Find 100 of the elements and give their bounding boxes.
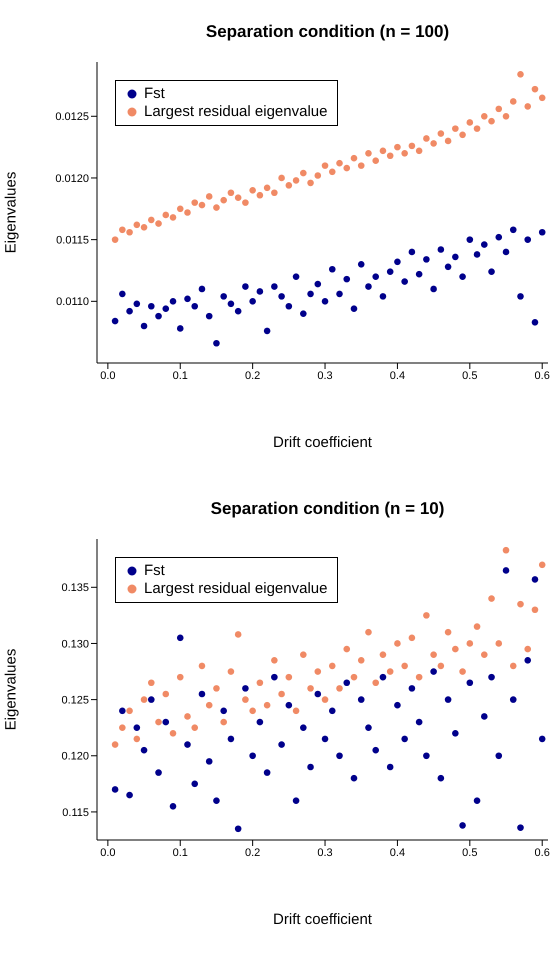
- point: [430, 651, 437, 658]
- point: [459, 668, 466, 675]
- point: [524, 236, 532, 243]
- point: [119, 290, 126, 298]
- point: [314, 668, 322, 675]
- point: [184, 296, 191, 302]
- point: [336, 290, 343, 298]
- point: [524, 657, 532, 664]
- point: [242, 199, 249, 206]
- point: [242, 283, 249, 290]
- point: [119, 226, 126, 234]
- point: [408, 634, 416, 642]
- x-tick-label: 0.0: [100, 846, 116, 859]
- point: [322, 162, 328, 169]
- point: [430, 286, 437, 292]
- point: [256, 718, 264, 726]
- point: [162, 305, 170, 312]
- point: [502, 567, 510, 574]
- point: [394, 144, 401, 150]
- point: [510, 662, 517, 670]
- point: [307, 764, 314, 770]
- point: [322, 696, 328, 703]
- point: [394, 702, 401, 709]
- point: [292, 708, 300, 714]
- point: [365, 150, 372, 157]
- point: [538, 94, 546, 102]
- point: [488, 268, 495, 276]
- point: [480, 651, 488, 658]
- point: [140, 696, 148, 703]
- legend-label: Largest residual eigenvalue: [144, 103, 328, 121]
- point: [372, 679, 380, 686]
- point: [358, 657, 365, 664]
- point: [228, 736, 234, 742]
- point: [328, 168, 336, 176]
- y-axis-title: Eigenvalues: [2, 172, 20, 254]
- point: [278, 690, 285, 698]
- point: [380, 651, 386, 658]
- point: [307, 685, 314, 692]
- point: [220, 196, 227, 204]
- point: [300, 170, 307, 176]
- point: [220, 708, 227, 714]
- point: [307, 290, 314, 298]
- point: [336, 160, 343, 166]
- point: [300, 651, 307, 658]
- point: [474, 797, 480, 804]
- point: [162, 212, 170, 218]
- point: [401, 736, 408, 742]
- point: [474, 125, 480, 132]
- point: [264, 184, 270, 192]
- point: [249, 186, 256, 194]
- point: [430, 668, 437, 675]
- point: [256, 288, 264, 295]
- point: [228, 668, 234, 675]
- point: [126, 792, 133, 798]
- y-tick-label: 0.0115: [56, 234, 89, 247]
- point: [423, 135, 430, 142]
- point: [401, 150, 408, 157]
- point: [438, 246, 444, 253]
- x-tick-label: 0.4: [390, 846, 406, 859]
- point: [191, 302, 198, 310]
- point: [140, 746, 148, 754]
- point: [538, 228, 546, 236]
- point: [358, 696, 365, 703]
- point: [176, 634, 184, 642]
- point: [220, 293, 227, 300]
- point: [191, 199, 198, 206]
- point: [438, 130, 444, 137]
- point: [444, 263, 452, 270]
- point: [488, 118, 495, 125]
- point: [532, 318, 538, 326]
- point: [170, 214, 176, 221]
- point: [191, 724, 198, 731]
- point: [198, 690, 206, 698]
- y-tick-label: 0.125: [61, 694, 89, 707]
- point: [112, 786, 118, 793]
- point: [155, 769, 162, 776]
- x-tick-label: 0.2: [244, 846, 260, 859]
- point: [502, 546, 510, 554]
- point: [112, 236, 118, 243]
- point: [206, 758, 213, 765]
- point: [162, 718, 170, 726]
- point: [480, 112, 488, 120]
- point: [408, 248, 416, 256]
- point: [365, 724, 372, 731]
- point: [466, 679, 474, 686]
- point: [408, 685, 416, 692]
- point: [524, 103, 532, 110]
- x-tick-label: 0.5: [462, 370, 478, 382]
- point: [466, 640, 474, 647]
- x-tick-label: 0.3: [317, 846, 333, 859]
- x-axis-title: Drift coefficient: [273, 911, 373, 928]
- point: [170, 730, 176, 737]
- point: [452, 254, 459, 260]
- point: [336, 685, 343, 692]
- point: [510, 696, 517, 703]
- point: [488, 674, 495, 680]
- point: [452, 125, 459, 132]
- point: [112, 318, 118, 324]
- x-tick-label: 0.1: [172, 370, 188, 382]
- point: [386, 668, 394, 675]
